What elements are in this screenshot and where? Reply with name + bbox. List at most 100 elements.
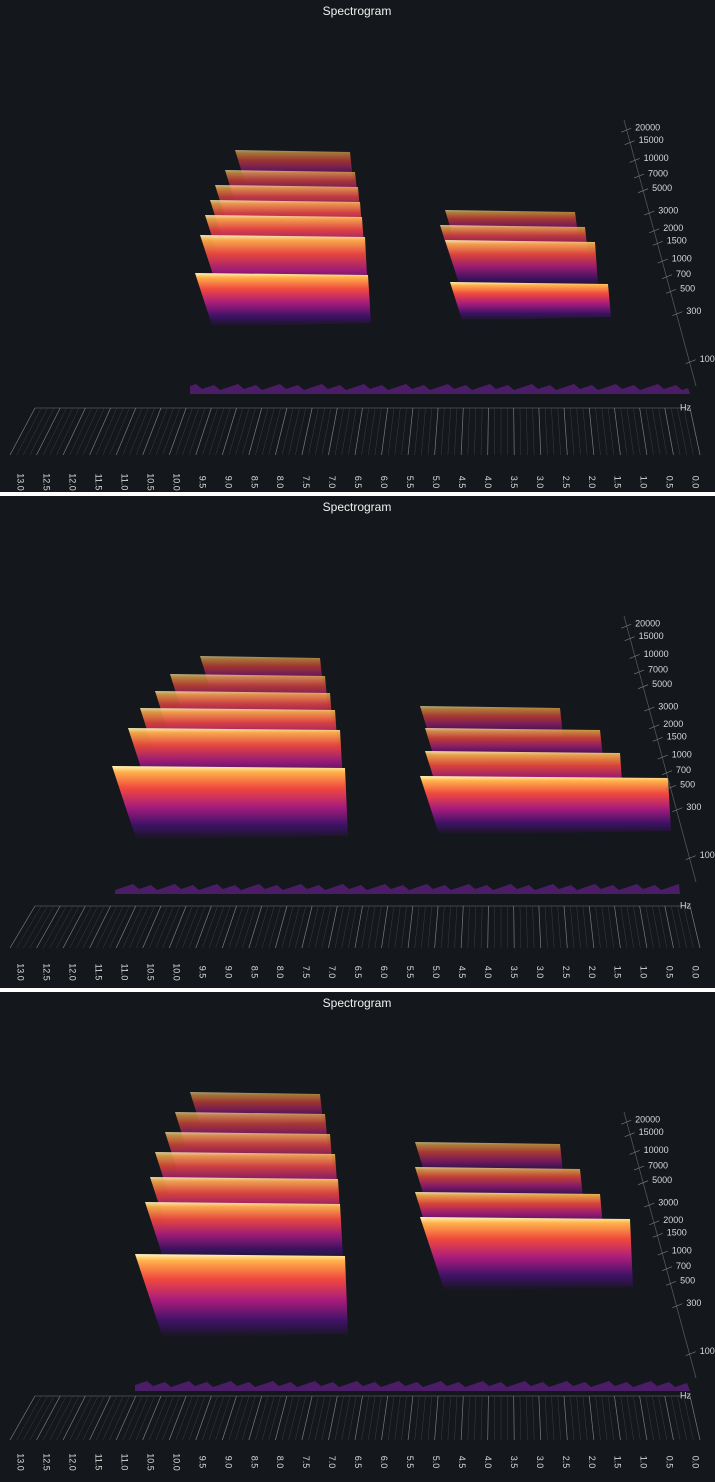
floor-minor-line <box>261 1395 275 1441</box>
x-tick-label: 9.0 <box>223 476 233 489</box>
x-tick-label: 5.5 <box>405 1456 415 1469</box>
floor-minor-line <box>23 905 48 949</box>
y-tick-label: 1000 <box>672 253 692 263</box>
x-tick-label: 0.5 <box>665 476 675 489</box>
floor-minor-line <box>620 407 628 456</box>
floor-minor-line <box>421 407 426 456</box>
floor-minor-line <box>361 1395 370 1441</box>
y-tick-label: 3000 <box>658 1197 678 1207</box>
floor-minor-line <box>288 905 300 949</box>
x-tick-label: 5.0 <box>431 476 441 489</box>
y-tick <box>633 1165 645 1171</box>
x-tick-label: 4.0 <box>483 476 493 489</box>
floor-minor-line <box>16 407 42 456</box>
x-grid-line <box>614 905 621 949</box>
floor-minor-line <box>96 1395 118 1441</box>
x-grid-line <box>195 1395 212 1441</box>
x-tick-label: 10.0 <box>171 963 181 981</box>
x-grid-line <box>142 1395 162 1441</box>
floor-minor-line <box>281 407 294 456</box>
x-tick-label: 0.0 <box>691 1456 701 1469</box>
floor-minor-line <box>155 407 174 456</box>
noise-floor <box>135 1381 690 1391</box>
x-grid-line <box>639 1395 648 1441</box>
floor-minor-line <box>387 1395 395 1441</box>
x-tick-label: 13.0 <box>16 1453 26 1471</box>
floor-minor-line <box>281 905 294 949</box>
floor-minor-line <box>576 407 581 456</box>
floor-minor-line <box>467 905 470 949</box>
y-axis-label: Hz <box>680 402 691 412</box>
floor-minor-line <box>447 1395 451 1441</box>
floor-minor-line <box>268 905 281 949</box>
floor-minor-line <box>633 1395 641 1441</box>
y-tick <box>624 1132 635 1138</box>
x-grid-line <box>248 1395 263 1441</box>
floor-minor-line <box>582 905 588 949</box>
floor-minor-line <box>427 905 433 949</box>
y-tick <box>666 785 677 790</box>
floor-minor-line <box>175 1395 193 1441</box>
x-tick-label: 4.0 <box>483 1456 493 1469</box>
x-grid-line <box>664 905 674 949</box>
x-tick-label: 1.5 <box>613 966 623 979</box>
floor-minor-line <box>576 905 581 949</box>
floor-minor-line <box>235 407 250 456</box>
x-tick-label: 6.0 <box>379 1456 389 1469</box>
y-tick-label: 7000 <box>648 168 668 178</box>
x-grid-line <box>195 407 212 456</box>
x-grid-line <box>328 905 338 949</box>
x-grid-line <box>275 1395 288 1441</box>
floor-minor-line <box>49 407 74 456</box>
floor-minor-line <box>295 1395 307 1441</box>
floor-minor-line <box>261 905 275 949</box>
x-tick-label: 12.0 <box>68 963 78 981</box>
floor-minor-line <box>42 905 67 949</box>
x-tick-label: 11.5 <box>94 474 104 491</box>
floor-minor-line <box>149 407 168 456</box>
x-grid-line <box>275 407 288 456</box>
y-tick <box>629 1150 640 1155</box>
x-grid-line <box>538 1395 542 1441</box>
x-grid-line <box>301 1395 313 1441</box>
floor-minor-line <box>677 1395 687 1441</box>
y-tick <box>637 188 649 194</box>
floor-minor-line <box>544 407 548 456</box>
floor-minor-line <box>551 407 555 456</box>
floor-minor-line <box>29 1395 55 1441</box>
floor-minor-line <box>447 407 451 456</box>
floor-minor-line <box>368 905 376 949</box>
floor-minor-line <box>620 1395 628 1441</box>
y-tick <box>644 706 655 712</box>
y-tick <box>685 855 696 861</box>
floor-minor-line <box>394 407 401 456</box>
spectral-band <box>450 282 611 321</box>
floor-minor-line <box>215 905 231 949</box>
floor-minor-line <box>427 1395 433 1441</box>
floor-minor-line <box>441 407 445 456</box>
floor-minor-line <box>551 1395 555 1441</box>
x-grid-line <box>588 407 595 456</box>
floor-minor-line <box>519 905 522 949</box>
floor-minor-line <box>202 407 218 456</box>
floor-minor-line <box>235 905 250 949</box>
floor-minor-line <box>683 1395 694 1441</box>
x-tick-label: 10.0 <box>171 473 181 491</box>
y-tick <box>685 1351 696 1357</box>
floor-minor-line <box>480 905 483 949</box>
x-grid-line <box>168 905 187 949</box>
x-tick-label: 9.5 <box>197 966 207 979</box>
floor-minor-line <box>288 1395 300 1441</box>
x-tick-label: 8.0 <box>275 966 285 979</box>
y-tick <box>649 1220 660 1226</box>
y-tick <box>657 1250 668 1256</box>
y-tick <box>661 1266 673 1271</box>
x-grid-line <box>328 1395 338 1441</box>
x-tick-label: 12.5 <box>42 963 52 981</box>
floor-minor-line <box>241 1395 256 1441</box>
y-tick-label: 20000 <box>635 1115 660 1125</box>
floor-minor-line <box>532 407 535 456</box>
floor-minor-line <box>23 1395 48 1441</box>
x-tick-label: 10.5 <box>145 1453 155 1471</box>
spectral-band <box>145 1202 343 1261</box>
